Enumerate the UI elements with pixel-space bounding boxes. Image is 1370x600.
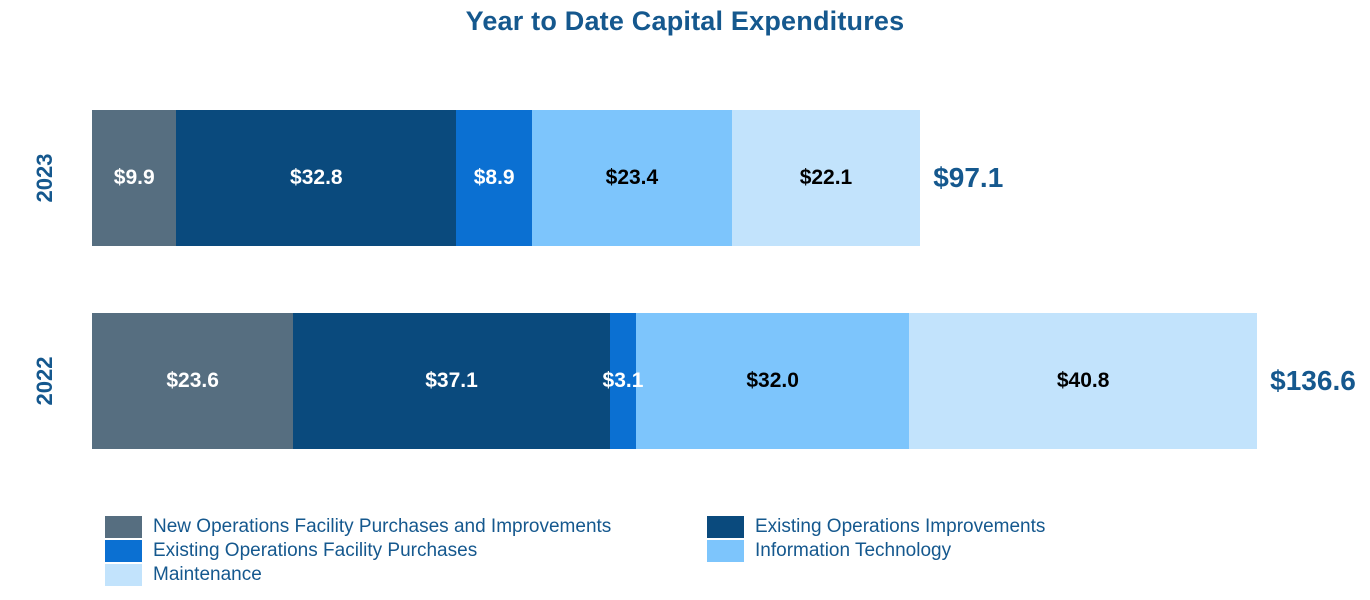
legend-item: Maintenance [105, 564, 611, 586]
legend-swatch [707, 540, 744, 562]
y-axis-label: 2023 [32, 153, 57, 203]
bar-segment: $9.9 [92, 110, 177, 246]
segment-value-label: $23.4 [605, 166, 659, 189]
bar-segment: $3.1 [603, 313, 643, 449]
segment-value-label: $32.0 [746, 369, 799, 392]
legend-swatch [105, 564, 142, 586]
bar-segment: $8.9 [456, 110, 533, 246]
legend-label: New Operations Facility Purchases and Im… [153, 516, 612, 537]
chart-title: Year to Date Capital Expenditures [465, 6, 905, 36]
stacked-bar-2022: $23.6 $37.1 $3.1 $32.0 $40.8 [92, 313, 1258, 449]
legend-swatch [105, 540, 142, 562]
legend-item: Information Technology [707, 540, 1045, 562]
legend-swatch [707, 516, 744, 538]
bar-segment: $32.0 [636, 313, 910, 449]
bar-segment: $22.1 [731, 110, 921, 246]
segment-value-label: $40.8 [1056, 369, 1110, 392]
bar-total-label: $136.6 [1270, 365, 1356, 396]
bar-row-2022: $23.6 $37.1 $3.1 $32.0 $40.8 $136.6 [92, 313, 1356, 449]
bar-segment: $23.4 [532, 110, 732, 246]
legend-item: New Operations Facility Purchases and Im… [105, 516, 611, 538]
legend-label: Maintenance [153, 564, 262, 585]
legend-column: Existing Operations Improvements Informat… [707, 516, 1045, 562]
y-axis-label: 2022 [32, 356, 57, 406]
legend-column: New Operations Facility Purchases and Im… [105, 516, 611, 586]
legend-label: Existing Operations Improvements [755, 516, 1046, 537]
legend-label: Information Technology [755, 540, 952, 561]
bar-segment: $32.8 [176, 110, 457, 246]
legend-swatch [105, 516, 142, 538]
segment-value-label: $22.1 [799, 166, 853, 189]
segment-value-label: $8.9 [473, 166, 515, 189]
bar-segment: $37.1 [293, 313, 610, 449]
bar-total-label: $97.1 [933, 162, 1004, 193]
stacked-bar-2023: $9.9 $32.8 $8.9 $23.4 $22.1 [92, 110, 921, 246]
segment-value-label: $23.6 [166, 369, 219, 392]
bar-row-2023: $9.9 $32.8 $8.9 $23.4 $22.1 $97.1 [92, 110, 1003, 246]
segment-value-label: $3.1 [602, 369, 644, 392]
legend-label: Existing Operations Facility Purchases [153, 540, 478, 561]
segment-value-label: $9.9 [113, 166, 155, 189]
legend-item: Existing Operations Improvements [707, 516, 1045, 538]
bar-segment: $23.6 [92, 313, 294, 449]
segment-value-label: $32.8 [290, 166, 343, 189]
legend-item: Existing Operations Facility Purchases [105, 540, 611, 562]
segment-value-label: $37.1 [425, 369, 478, 392]
bar-segment: $40.8 [909, 313, 1258, 449]
